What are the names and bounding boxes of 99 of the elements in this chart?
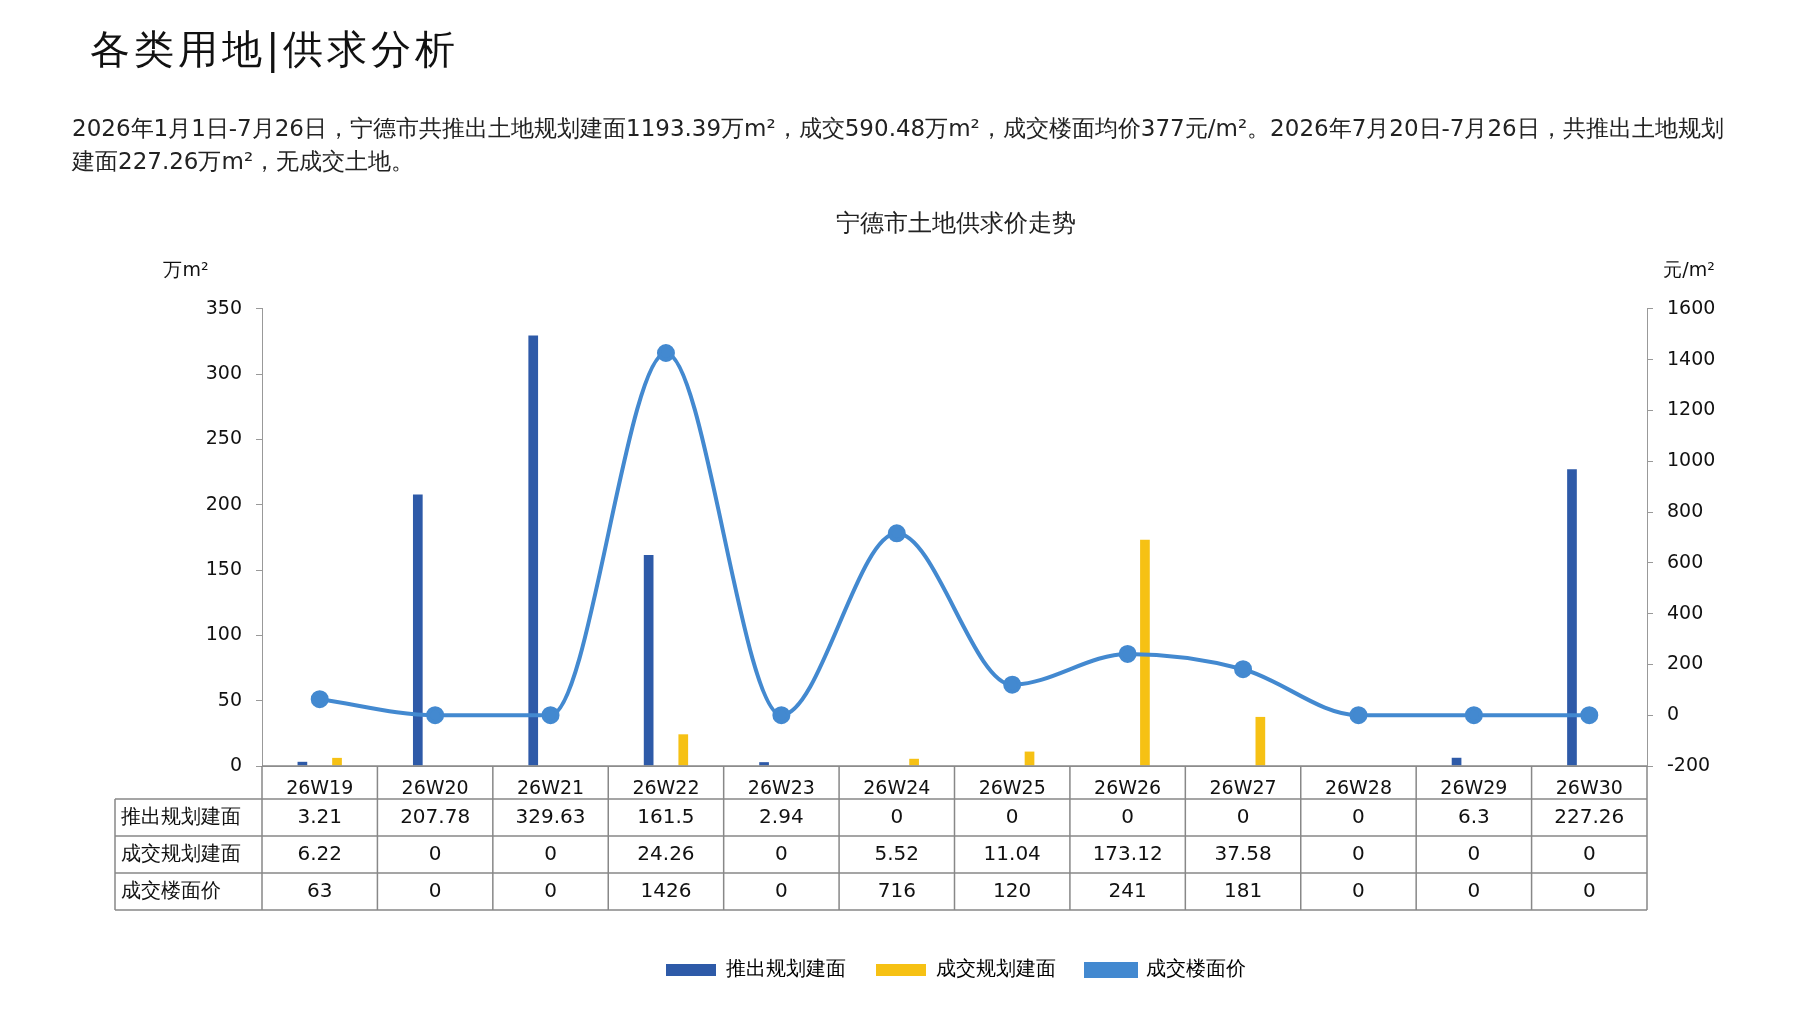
bar [678, 734, 689, 766]
data-label: 3.21 [297, 803, 342, 828]
data-label: 6.22 [297, 840, 342, 865]
data-label: 227.26 [1554, 803, 1625, 828]
y2-tick-label: 600 [1667, 549, 1704, 572]
y2-tick-label: 400 [1667, 600, 1704, 623]
data-label: 0 [890, 803, 904, 828]
bar [528, 335, 539, 766]
bar [643, 555, 654, 766]
chart-title: 宁德市土地供求价走势 [836, 208, 1076, 237]
point [1580, 706, 1599, 725]
data-label: 63 [306, 877, 333, 902]
y-tick-label: 150 [205, 556, 242, 579]
point [1349, 706, 1368, 725]
point [310, 690, 329, 709]
data-label: 181 [1223, 877, 1263, 902]
data-label: 37.58 [1214, 840, 1272, 865]
y2-tick-label: 200 [1667, 651, 1704, 674]
y2-tick-label: 800 [1667, 498, 1704, 521]
data-label: 0 [1582, 877, 1596, 902]
data-label: 0 [428, 877, 442, 902]
x-tick-label: 26W23 [747, 776, 815, 799]
bar [909, 758, 919, 766]
data-label: 161.5 [637, 803, 695, 828]
x-tick-label: 26W21 [516, 776, 585, 799]
y-tick-label: 50 [217, 687, 242, 710]
y2-tick-label: 0 [1667, 702, 1680, 725]
data-label: 716 [877, 877, 916, 902]
data-label: 0 [1352, 840, 1365, 865]
text: 2026年1月1日-7月26日，宁德市共推出土地规划建面1193.39万m²，成交590.48万m²，成交楼面均价377元/m²。2026年7月20日-7月26日，共推出土地规划建面227.26万m²，无成交土地。 [72, 114, 1725, 176]
data-label: 6.3 [1457, 803, 1490, 828]
bar [759, 762, 769, 766]
y-tick-label: 200 [205, 491, 242, 514]
x-tick-label: 26W27 [1209, 776, 1277, 799]
data-label: 0 [1467, 877, 1481, 902]
y-tick-label: 100 [205, 622, 242, 645]
point [1464, 706, 1483, 725]
point [1118, 644, 1137, 663]
data-label: 207.78 [400, 803, 471, 828]
y-tick-label: 350 [205, 295, 242, 318]
y2-tick-label: 1600 [1667, 295, 1716, 318]
x-tick-label: 26W25 [978, 776, 1046, 799]
x-tick-label: 26W24 [863, 776, 931, 799]
data-label: 5.52 [874, 840, 920, 865]
data-label: 11.04 [983, 840, 1041, 865]
bar [1255, 716, 1266, 766]
data-label: 0 [1005, 803, 1019, 828]
bar [412, 494, 423, 766]
y-tick-label: 250 [205, 426, 242, 449]
point [1234, 660, 1253, 679]
legend-label: 成交规划建面 [936, 956, 1056, 981]
data-label: 241 [1108, 877, 1147, 902]
x-tick-label: 26W22 [632, 776, 700, 799]
y-tick-label: 300 [205, 361, 242, 384]
x-tick-label: 26W28 [1324, 776, 1393, 799]
point [426, 706, 445, 725]
bar [1567, 469, 1577, 766]
text: 成交楼面价 [121, 877, 221, 902]
y-tick-label: 0 [229, 752, 242, 775]
x-tick-label: 26W26 [1094, 776, 1162, 799]
x-tick-label: 26W19 [286, 776, 354, 799]
data-label: 1426 [640, 877, 692, 902]
x-tick-label: 26W20 [401, 776, 469, 799]
text: 推出规划建面 [121, 803, 241, 828]
legend-label: 成交楼面价 [1146, 956, 1246, 981]
data-label: 0 [1467, 840, 1481, 865]
point [772, 706, 791, 725]
text: 各类用地|供求分析 [90, 25, 460, 75]
bar [332, 757, 342, 766]
data-label: 329.63 [515, 803, 586, 828]
point [1003, 675, 1022, 694]
data-label: 0 [428, 840, 442, 865]
data-label: 0 [1352, 803, 1365, 828]
data-label: 0 [775, 877, 788, 902]
data-label: 0 [544, 840, 557, 865]
bar [1140, 539, 1150, 766]
y2-tick-label: 1000 [1667, 448, 1716, 471]
point [541, 706, 560, 725]
point [656, 344, 675, 362]
data-label: 24.26 [637, 840, 695, 865]
y2-axis-title: 元/m² [1663, 257, 1715, 280]
point [887, 524, 906, 543]
data-label: 173.12 [1092, 840, 1163, 865]
data-label: 0 [544, 877, 557, 902]
data-label: 0 [1352, 877, 1365, 902]
text: 成交规划建面 [121, 840, 241, 865]
y2-tick-label: 1200 [1667, 397, 1716, 420]
data-label: 0 [1121, 803, 1134, 828]
data-label: 0 [1582, 840, 1596, 865]
data-label: 2.94 [759, 803, 804, 828]
y-axis-title: 万m² [163, 257, 209, 280]
x-tick-label: 26W29 [1440, 776, 1508, 799]
data-label: 120 [993, 877, 1032, 902]
y2-tick-label: -200 [1667, 752, 1711, 775]
data-label: 0 [1236, 803, 1250, 828]
x-tick-label: 26W30 [1555, 776, 1623, 799]
y2-tick-label: 1400 [1667, 346, 1716, 369]
legend-label: 推出规划建面 [726, 956, 846, 981]
data-label: 0 [775, 840, 788, 865]
